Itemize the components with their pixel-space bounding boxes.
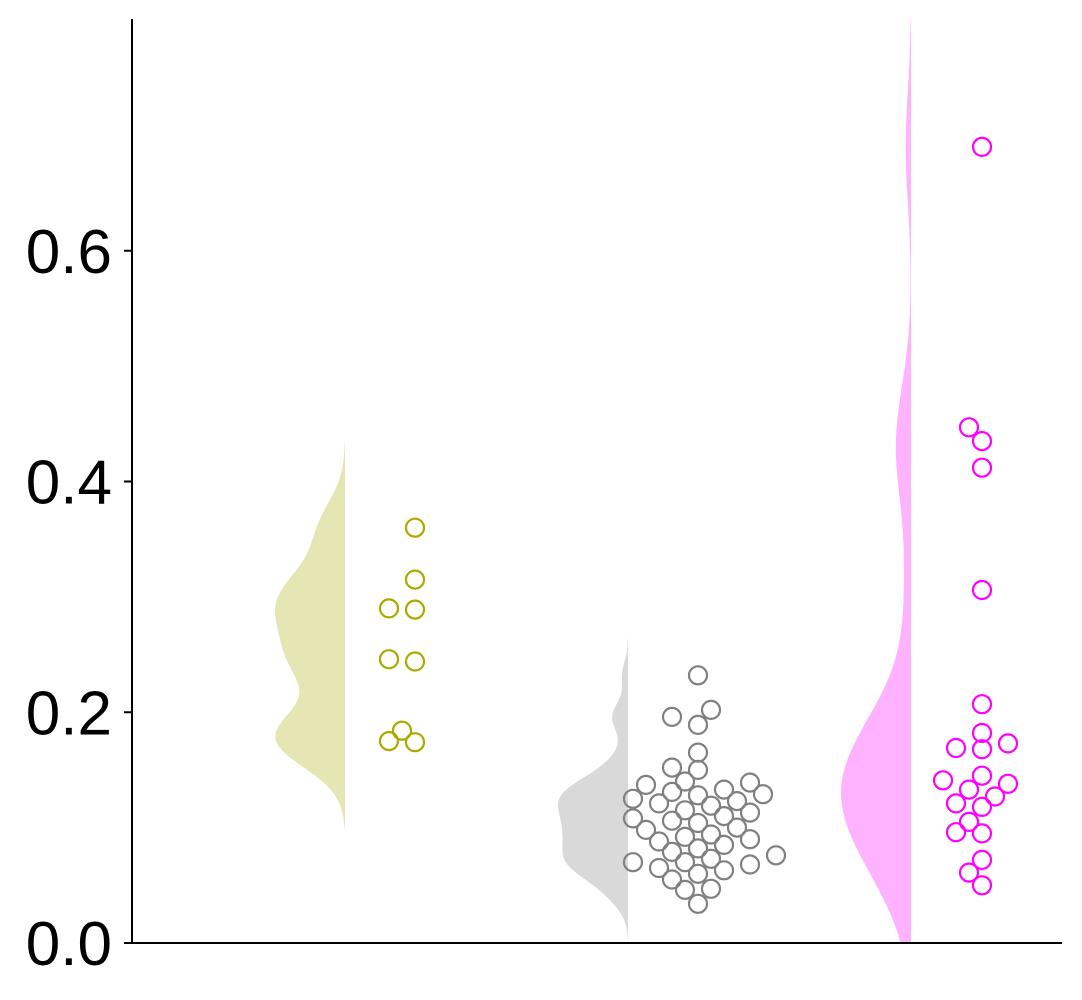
data-point <box>404 651 426 672</box>
data-point <box>404 569 426 590</box>
data-point <box>687 893 709 914</box>
data-point <box>726 790 748 812</box>
data-point <box>971 136 993 157</box>
data-point <box>622 788 644 809</box>
data-point <box>958 811 980 833</box>
data-point <box>378 598 400 619</box>
data-point <box>971 823 993 844</box>
data-point <box>648 857 670 879</box>
data-point <box>971 722 993 744</box>
data-point <box>997 773 1019 794</box>
data-point <box>391 720 413 741</box>
data-point <box>648 831 670 852</box>
data-point <box>700 699 722 721</box>
data-point <box>700 824 722 845</box>
data-point <box>661 841 683 863</box>
data-point <box>700 848 722 869</box>
data-point <box>971 694 993 715</box>
data-point <box>945 737 967 759</box>
data-point <box>674 852 696 873</box>
y-tick-label: 0.4 <box>26 449 112 518</box>
data-point <box>404 517 426 538</box>
data-point <box>971 739 993 760</box>
data-point <box>378 730 400 752</box>
data-point <box>713 779 735 800</box>
data-point <box>674 771 696 792</box>
y-ticks: 0.0 0.2 0.4 0.6 <box>26 218 132 979</box>
data-point <box>752 784 774 805</box>
points-layer <box>378 136 1019 914</box>
data-point <box>687 759 709 781</box>
data-point <box>971 796 993 818</box>
violin-shape <box>558 634 628 943</box>
y-tick-label: 0.0 <box>26 910 112 979</box>
data-point <box>958 417 980 438</box>
y-tick-label: 0.2 <box>26 679 112 748</box>
data-point <box>971 849 993 871</box>
data-point <box>674 800 696 821</box>
data-point <box>622 808 644 829</box>
data-point <box>661 757 683 778</box>
data-point <box>765 845 787 866</box>
data-point <box>739 802 761 823</box>
data-point <box>726 817 748 838</box>
data-point <box>739 829 761 850</box>
data-point <box>674 826 696 848</box>
data-point <box>713 860 735 881</box>
y-tick-label: 0.6 <box>26 218 112 287</box>
data-point <box>971 875 993 896</box>
data-point <box>661 869 683 890</box>
data-point <box>945 793 967 814</box>
data-point <box>687 742 709 763</box>
violin-layer <box>275 20 911 943</box>
data-point <box>687 665 709 686</box>
data-point <box>945 822 967 843</box>
data-point <box>635 819 657 841</box>
data-point <box>984 786 1006 807</box>
data-point <box>997 733 1019 754</box>
data-point <box>661 810 683 831</box>
data-point <box>687 714 709 736</box>
data-point <box>661 781 683 803</box>
data-point <box>635 774 657 796</box>
data-point <box>648 793 670 814</box>
data-point <box>378 649 400 670</box>
data-point <box>687 863 709 884</box>
data-point <box>674 879 696 901</box>
data-point <box>661 706 683 728</box>
data-point <box>713 805 735 827</box>
data-point <box>713 834 735 856</box>
data-point <box>739 854 761 875</box>
data-point <box>687 838 709 859</box>
data-point <box>687 812 709 834</box>
data-point <box>700 878 722 899</box>
data-point <box>932 770 954 791</box>
data-point <box>687 785 709 806</box>
data-point <box>971 579 993 601</box>
violin-shape <box>841 20 911 943</box>
data-point <box>958 779 980 800</box>
data-point <box>622 852 644 873</box>
data-point <box>404 599 426 620</box>
data-point <box>971 431 993 452</box>
violin-shape <box>275 441 345 829</box>
data-point <box>700 795 722 816</box>
data-point <box>971 765 993 786</box>
data-point <box>404 732 426 753</box>
data-point <box>739 772 761 793</box>
data-point <box>971 457 993 478</box>
data-point <box>958 862 980 883</box>
